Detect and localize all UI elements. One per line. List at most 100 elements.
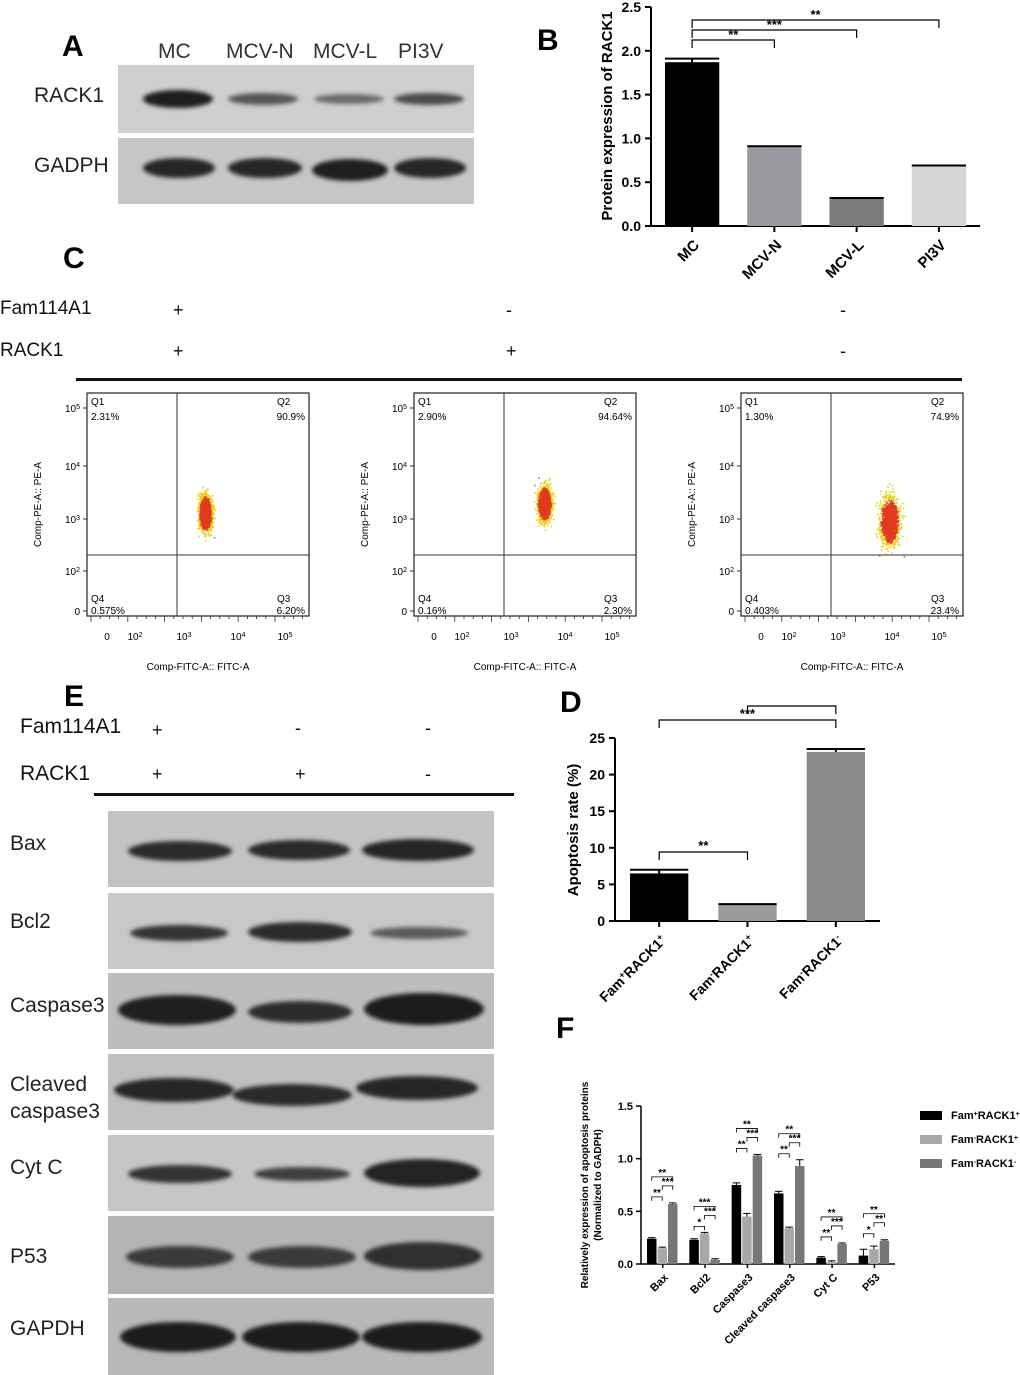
bar	[752, 1155, 763, 1264]
event-dot	[549, 491, 551, 493]
event-dot	[885, 539, 888, 542]
event-dot	[886, 526, 888, 528]
event-dot	[880, 490, 882, 492]
event-dot	[200, 522, 202, 525]
event-dot	[540, 501, 543, 503]
sign: -	[506, 300, 512, 320]
event-dot	[883, 519, 885, 521]
event-dot	[881, 523, 884, 525]
event-dot	[890, 504, 892, 506]
event-dot	[903, 556, 906, 558]
event-dot	[902, 502, 904, 505]
event-dot	[203, 507, 206, 509]
event-dot	[211, 521, 214, 523]
event-dot	[201, 503, 204, 505]
event-dot	[545, 499, 547, 502]
blot-row-label-bcl2: Bcl2	[10, 910, 51, 933]
event-dot	[891, 490, 893, 493]
event-dot	[545, 494, 547, 496]
event-dot	[887, 537, 890, 539]
event-dot	[875, 505, 878, 507]
event-dot	[881, 513, 883, 515]
event-dot	[543, 492, 546, 495]
bar	[664, 62, 720, 226]
event-dot	[542, 494, 545, 497]
x-tick-label: 105	[277, 632, 292, 644]
y-axis-label: Comp-PE-A:: PE-A	[33, 462, 44, 547]
event-dot	[894, 514, 896, 516]
event-dot	[206, 494, 208, 496]
event-dot	[211, 512, 214, 514]
event-dot	[206, 495, 209, 498]
event-dot	[198, 507, 201, 509]
significance-label: **	[785, 1125, 793, 1136]
event-dot	[882, 503, 885, 506]
bar	[689, 1239, 699, 1264]
event-dot	[879, 512, 882, 515]
event-dot	[206, 513, 208, 515]
y-tick-label: 0	[597, 913, 605, 929]
event-dot	[204, 489, 206, 492]
event-dot	[545, 486, 547, 488]
event-dot	[894, 505, 896, 508]
event-dot	[881, 530, 884, 532]
event-dot	[888, 506, 890, 508]
event-dot	[198, 524, 200, 526]
event-dot	[890, 544, 893, 546]
event-dot	[885, 524, 888, 526]
event-dot	[544, 495, 547, 498]
blot-band	[128, 1165, 232, 1183]
event-dot	[878, 507, 880, 510]
significance-bracket	[691, 19, 940, 28]
event-dot	[198, 513, 200, 515]
event-dot	[539, 497, 542, 500]
event-dot	[878, 504, 881, 507]
event-dot	[542, 506, 544, 508]
event-dot	[879, 507, 882, 510]
event-dot	[895, 535, 898, 537]
event-dot	[882, 508, 884, 510]
event-dot	[888, 519, 890, 521]
event-dot	[884, 518, 887, 521]
event-dot	[879, 493, 882, 495]
event-dot	[201, 527, 203, 530]
event-dot	[897, 520, 900, 522]
significance-bracket	[693, 1226, 705, 1231]
event-dot	[891, 523, 894, 525]
event-dot	[542, 507, 545, 510]
event-dot	[542, 518, 544, 521]
event-dot	[888, 530, 890, 532]
event-dot	[208, 498, 210, 501]
event-dot	[546, 514, 548, 516]
event-dot	[895, 509, 897, 511]
event-dot	[197, 520, 199, 523]
event-dot	[211, 519, 213, 521]
event-dot	[895, 532, 897, 535]
legend-label: Fam-RACK1+	[951, 1134, 1018, 1146]
event-dot	[206, 496, 209, 499]
event-dot	[897, 527, 900, 530]
event-dot	[891, 520, 894, 522]
event-dot	[898, 522, 901, 525]
event-dot	[896, 541, 899, 543]
factor-label-rack1: RACK1	[0, 340, 64, 361]
event-dot	[208, 510, 210, 513]
event-dot	[882, 517, 884, 519]
event-dot	[200, 518, 202, 521]
event-dot	[893, 518, 896, 520]
event-dot	[198, 495, 200, 497]
event-dot	[887, 550, 889, 553]
event-dot	[902, 507, 905, 510]
event-dot	[205, 493, 207, 496]
event-dot	[544, 514, 547, 517]
event-dot	[540, 487, 543, 490]
event-dot	[896, 539, 899, 541]
event-dot	[900, 505, 902, 507]
event-dot	[887, 532, 890, 535]
event-dot	[544, 525, 547, 528]
significance-label: **	[738, 1139, 746, 1150]
event-dot	[202, 524, 205, 526]
event-dot	[204, 535, 206, 538]
event-dot	[539, 508, 542, 511]
event-dot	[545, 484, 547, 487]
